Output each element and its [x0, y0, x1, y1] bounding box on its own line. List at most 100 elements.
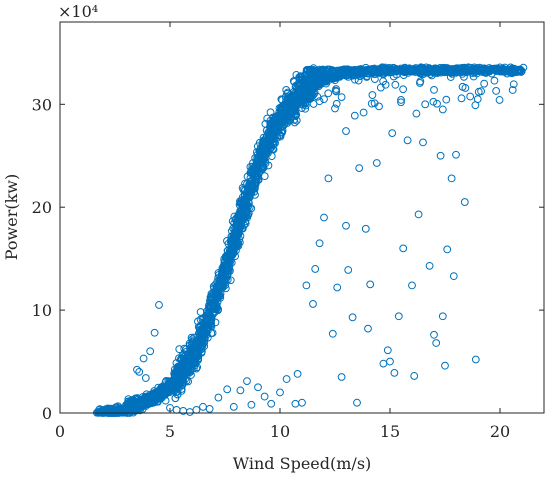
- scatter-point: [236, 386, 245, 395]
- scatter-point: [139, 354, 148, 363]
- scatter-point: [133, 365, 141, 374]
- scatter-point: [315, 65, 324, 74]
- scatter-point: [282, 375, 291, 383]
- scatter-point: [171, 394, 180, 403]
- x-tick-label: 15: [380, 422, 400, 441]
- scatter-point: [301, 99, 310, 108]
- scatter-point: [267, 399, 276, 408]
- scatter-point: [397, 96, 405, 104]
- scatter-point: [165, 384, 174, 392]
- scatter-point: [447, 174, 456, 183]
- scatter-point: [490, 76, 499, 85]
- scatter-point: [320, 213, 328, 222]
- scatter-point: [350, 75, 359, 84]
- y-tick-label: 30: [32, 95, 52, 114]
- scatter-point: [205, 404, 214, 413]
- scatter-point: [103, 408, 112, 417]
- scatter-point: [197, 347, 206, 356]
- scatter-point: [199, 402, 207, 411]
- scatter-point: [301, 104, 310, 113]
- plot-frame: [59, 21, 545, 414]
- scatter-point: [240, 199, 248, 208]
- scatter-point: [252, 172, 261, 181]
- scatter-point: [443, 245, 452, 254]
- scatter-point: [320, 95, 328, 104]
- scatter-point: [243, 377, 251, 386]
- scatter-point: [397, 98, 405, 107]
- scatter-point: [220, 261, 228, 270]
- scatter-point: [381, 80, 390, 89]
- scatter-point: [511, 68, 520, 77]
- scatter-point: [146, 347, 155, 356]
- scatter-point: [337, 373, 346, 381]
- scatter-point: [293, 370, 302, 378]
- y-axis-label: Power(kw): [2, 174, 21, 260]
- scatter-point: [231, 237, 240, 246]
- scatter-point: [270, 137, 279, 145]
- scatter-point: [293, 90, 302, 99]
- x-tick-label: 0: [55, 422, 65, 441]
- y-tick-label: 20: [32, 198, 52, 217]
- scatter-point: [282, 85, 291, 94]
- scatter-point: [386, 357, 394, 366]
- scatter-point: [271, 128, 280, 137]
- scatter-point: [192, 406, 201, 414]
- scatter-point: [423, 65, 431, 74]
- scatter-point: [155, 393, 164, 401]
- scatter-point: [232, 233, 241, 242]
- scatter-point: [376, 67, 385, 76]
- scatter-point: [474, 87, 483, 96]
- scatter-point: [368, 91, 377, 99]
- scatter-point: [188, 354, 197, 362]
- y-tick-label: 0: [42, 404, 52, 423]
- scatter-point: [348, 313, 357, 322]
- scatter-point: [280, 120, 289, 129]
- scatter-point: [364, 324, 372, 333]
- scatter-point: [342, 127, 350, 135]
- scatter-point: [333, 283, 342, 292]
- scatter-point: [281, 102, 290, 110]
- scatter-point: [388, 129, 397, 138]
- scatter-point: [298, 398, 306, 407]
- scatter-point: [257, 152, 266, 161]
- scatter-point: [442, 95, 451, 104]
- scatter-point: [155, 301, 163, 309]
- scatter-point: [313, 92, 322, 101]
- scatter-point: [469, 72, 478, 81]
- scatter-point: [316, 69, 325, 78]
- scatter-point: [480, 79, 489, 88]
- scatter-point: [184, 377, 193, 386]
- scatter-point: [311, 265, 320, 273]
- scatter-point: [337, 93, 346, 102]
- scatter-point: [457, 68, 466, 76]
- scatter-point: [302, 281, 311, 290]
- scatter-point: [359, 108, 368, 117]
- scatter-point: [215, 291, 224, 299]
- scatter-point: [492, 65, 501, 74]
- scatter-point: [209, 307, 218, 316]
- scatter-point: [203, 311, 212, 320]
- scatter-point: [283, 89, 291, 98]
- scatter-point: [141, 374, 150, 382]
- scatter-point: [170, 377, 179, 385]
- scatter-point: [355, 164, 364, 173]
- scatter-point: [306, 88, 315, 96]
- scatter-point: [399, 85, 408, 94]
- scatter-point: [232, 219, 241, 228]
- scatter-point: [379, 359, 388, 368]
- scatter-point: [329, 67, 338, 75]
- scatter-point: [150, 328, 159, 337]
- scatter-point: [332, 99, 341, 108]
- scatter-point: [172, 406, 181, 414]
- scatter-point: [198, 325, 207, 334]
- scatter-point: [219, 274, 228, 283]
- scatter-point: [175, 345, 184, 354]
- scatter-point: [244, 197, 253, 206]
- scatter-point: [508, 86, 517, 94]
- scatter-point: [315, 239, 324, 248]
- scatter-point: [277, 113, 286, 122]
- scatter-point: [236, 199, 244, 208]
- scatter-point: [471, 101, 480, 110]
- scatter-point: [114, 407, 123, 415]
- scatter-point: [268, 144, 277, 153]
